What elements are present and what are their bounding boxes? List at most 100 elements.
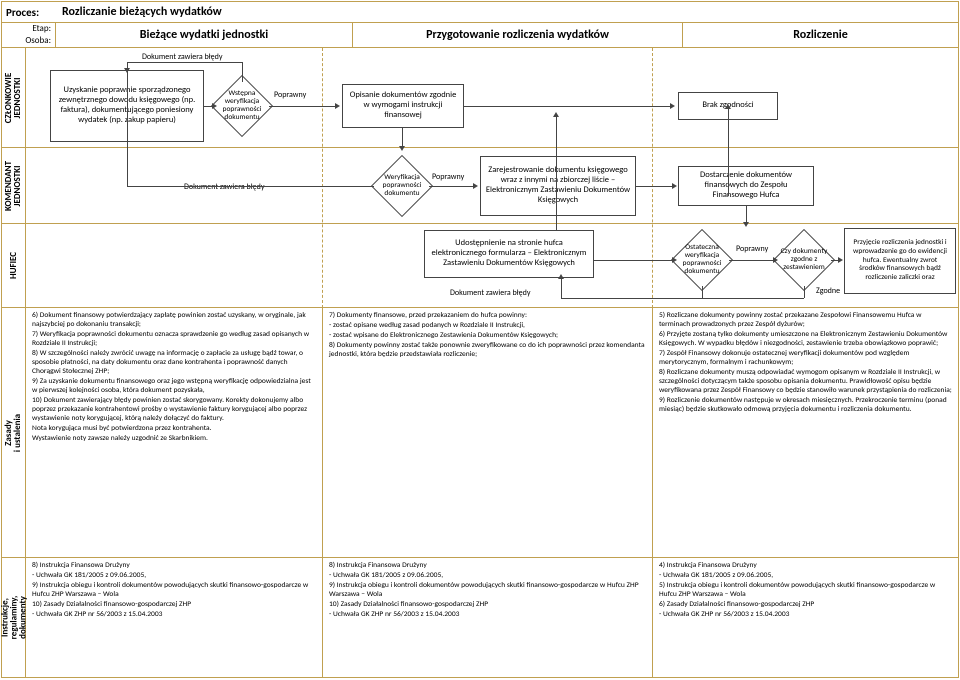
body: CZŁONKOWIEJEDNOSTKI KOMENDANTJEDNOSTKI H…: [2, 48, 958, 677]
text-line: - Uchwała GK ZHP nr 56/2003 z 15.04.2003: [329, 610, 646, 619]
lane3-decision-verify: Ostateczna weryfikacja poprawności dokum…: [680, 238, 724, 282]
arrow-head: [670, 103, 675, 109]
text-line: 9) Rozliczenie dokumentów następuje w ok…: [659, 396, 952, 414]
text-line: Nota korygująca musi być potwierdzona pr…: [32, 424, 316, 433]
arrow: [729, 260, 775, 261]
person-label: Osoba:: [2, 35, 55, 47]
text-line: - Uchwała GK ZHP nr 56/2003 z 15.04.2003: [32, 610, 316, 619]
arrow: [402, 128, 403, 148]
text-line: 10) Zasady Działalności finansowo-gospod…: [329, 600, 646, 609]
docs-col2: 8) Instrukcja Finansowa Drużyny - Uchwał…: [322, 558, 652, 677]
role-3: HUFIEC: [2, 224, 25, 308]
text-line: - Uchwała GK 181/2005 z 09.06.2005,: [329, 571, 646, 580]
arrow-head: [773, 257, 778, 263]
rules-col1: 6) Dokument finansowy potwierdzający zap…: [26, 308, 322, 557]
process-title: Rozliczanie bieżących wydatków: [56, 5, 958, 19]
stage-row: Etap: Osoba: Bieżące wydatki jednostki P…: [2, 22, 958, 47]
arrow-head: [725, 104, 731, 109]
text-line: - Uchwała GK ZHP nr 56/2003 z 15.04.2003: [659, 610, 952, 619]
text-line: 5) Instrukcja obiegu i kontroli dokument…: [659, 581, 952, 599]
arrow: [242, 62, 243, 82]
arrow-head: [212, 103, 217, 109]
lane3-error-tag: Dokument zawiera błędy: [450, 288, 530, 298]
arrow-head: [553, 112, 559, 117]
arrow: [556, 116, 557, 230]
stage-cells: Bieżące wydatki jednostki Przygotowanie …: [56, 23, 958, 47]
lane1-decision-text: Wstępna weryfikacja poprawności dokument…: [212, 84, 272, 128]
arrow: [728, 106, 729, 196]
text-line: 7) Dokumenty finansowe, przed przekazani…: [329, 311, 646, 320]
rules-col2: 7) Dokumenty finansowe, przed przekazani…: [322, 308, 652, 557]
text-line: 8) Instrukcja Finansowa Drużyny: [32, 561, 316, 570]
arrow-head: [672, 257, 677, 263]
lane2-decision-verify: Weryfikacja poprawności dokumentu: [380, 164, 424, 208]
arrow: [127, 70, 128, 186]
text-line: - zostać wpisane do Elektronicznego Zest…: [329, 331, 646, 340]
role-4: Zasadyi ustalenia: [2, 308, 25, 558]
text-line: - Uchwała GK 181/2005 z 09.06.2005,: [32, 571, 316, 580]
text-line: 6) Dokument finansowy potwierdzający zap…: [32, 311, 316, 329]
arrow-head: [473, 183, 478, 189]
lane1-ok-tag: Poprawny: [274, 90, 306, 100]
lane2-decision-text: Weryfikacja poprawności dokumentu: [372, 164, 432, 208]
lane-members: Dokument zawiera błędy Uzyskanie poprawn…: [26, 48, 958, 148]
stage-cell-1: Bieżące wydatki jednostki: [56, 23, 352, 47]
text-line: 6) Przyjęte zostaną tylko dokumenty umie…: [659, 330, 952, 348]
text-line: 8) Dokumenty powinny zostać także ponown…: [329, 341, 646, 359]
header: Proces: Rozliczanie bieżących wydatków E…: [2, 2, 958, 48]
lane3-node-accept: Przyjęcie rozliczenia jednostki i wprowa…: [844, 228, 956, 294]
text-line: 10) Zasady Działalności finansowo-gospod…: [32, 600, 316, 609]
text-line: 7) Weryfikacja poprawności dokumentu ozn…: [32, 330, 316, 348]
role-column: CZŁONKOWIEJEDNOSTKI KOMENDANTJEDNOSTKI H…: [2, 48, 26, 677]
stage-label: Etap:: [2, 23, 55, 35]
stage-left: Etap: Osoba:: [2, 23, 56, 47]
text-line: 6) Zasady Działalności finansowo-gospoda…: [659, 600, 952, 609]
lane1-node-describe: Opisanie dokumentów zgodnie w wymogami i…: [342, 84, 464, 128]
arrow: [269, 106, 337, 107]
role-1: CZŁONKOWIEJEDNOSTKI: [2, 48, 25, 148]
lane-docs: 8) Instrukcja Finansowa Drużyny - Uchwał…: [26, 558, 958, 677]
arrow-head: [558, 274, 564, 279]
text-line: 8) Instrukcja Finansowa Drużyny: [329, 561, 646, 570]
docs-col3: 4) Instrukcja Finansowa Drużyny - Uchwał…: [652, 558, 958, 677]
page: Proces: Rozliczanie bieżących wydatków E…: [1, 1, 959, 678]
role-5: Instrukcje,regulaminy,dokumenty: [2, 558, 25, 677]
lane-commander: Dokument zawiera błędy Weryfikacja popra…: [26, 148, 958, 224]
text-line: - Uchwała GK 181/2005 z 09.06.2005,: [659, 571, 952, 580]
lane3-decision-text: Ostateczna weryfikacja poprawności dokum…: [672, 238, 732, 282]
text-line: 9) Instrukcja obiegu i kontroli dokument…: [32, 581, 316, 599]
arrow: [561, 298, 804, 299]
arrow: [429, 186, 475, 187]
lane2-node-deliver: Dostarczenie dokumentów finansowych do Z…: [678, 166, 814, 206]
docs-col1: 8) Instrukcja Finansowa Drużyny - Uchwał…: [26, 558, 322, 677]
text-line: 4) Instrukcja Finansowa Drużyny: [659, 561, 952, 570]
arrow: [702, 286, 703, 298]
arrow: [127, 62, 242, 63]
arrow: [127, 186, 374, 187]
text-line: 9) Instrukcja obiegu i kontroli dokument…: [329, 581, 646, 599]
arrow-head: [838, 257, 843, 263]
text-line: - zostać opisane według zasad podanych w…: [329, 321, 646, 330]
lane2-ok-tag: Poprawny: [432, 172, 464, 182]
text-line: 9) Za uzyskanie dokumentu finansowego or…: [32, 377, 316, 395]
lane-rules: 6) Dokument finansowy potwierdzający zap…: [26, 308, 958, 558]
rules-col3: 5) Rozliczane dokumenty powinny zostać p…: [652, 308, 958, 557]
lane3-node-publish: Udostępnienie na stronie hufca elektroni…: [424, 230, 594, 278]
process-label: Proces:: [2, 6, 56, 19]
lane3-ok2-tag: Zgodne: [816, 286, 840, 296]
process-row: Proces: Rozliczanie bieżących wydatków: [2, 2, 958, 22]
arrow: [464, 106, 672, 107]
lane3-ok-tag: Poprawny: [736, 244, 768, 254]
lane-hufiec: Udostępnienie na stronie hufca elektroni…: [26, 224, 958, 308]
lane3-decision2-text: Czy dokumenty zgodne z zestawieniem: [774, 238, 834, 282]
text-line: 8) Rozliczane dokumenty muszą odpowiadać…: [659, 368, 952, 395]
lane2-node-register: Zarejestrowanie dokumentu księgowego wra…: [480, 156, 636, 216]
stage-cell-2: Przygotowanie rozliczenia wydatków: [352, 23, 682, 47]
arrow: [636, 186, 674, 187]
stage-cell-3: Rozliczenie: [682, 23, 958, 47]
lanes: Dokument zawiera błędy Uzyskanie poprawn…: [26, 48, 958, 677]
role-2: KOMENDANTJEDNOSTKI: [2, 148, 25, 224]
arrow-head: [672, 183, 677, 189]
lane1-error-tag: Dokument zawiera błędy: [142, 52, 222, 62]
text-line: 5) Rozliczane dokumenty powinny zostać p…: [659, 311, 952, 329]
